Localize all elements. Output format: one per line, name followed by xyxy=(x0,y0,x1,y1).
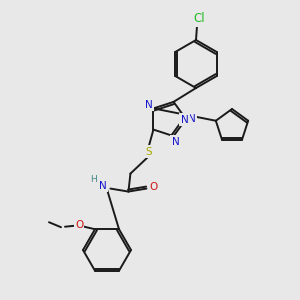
Text: N: N xyxy=(172,137,179,147)
Text: N: N xyxy=(145,100,152,110)
Text: Cl: Cl xyxy=(193,13,205,26)
Text: N: N xyxy=(181,115,188,124)
Text: N: N xyxy=(188,114,196,124)
Text: O: O xyxy=(149,182,158,192)
Text: N: N xyxy=(99,181,106,190)
Text: S: S xyxy=(145,147,152,157)
Text: H: H xyxy=(90,175,97,184)
Text: O: O xyxy=(75,220,83,230)
